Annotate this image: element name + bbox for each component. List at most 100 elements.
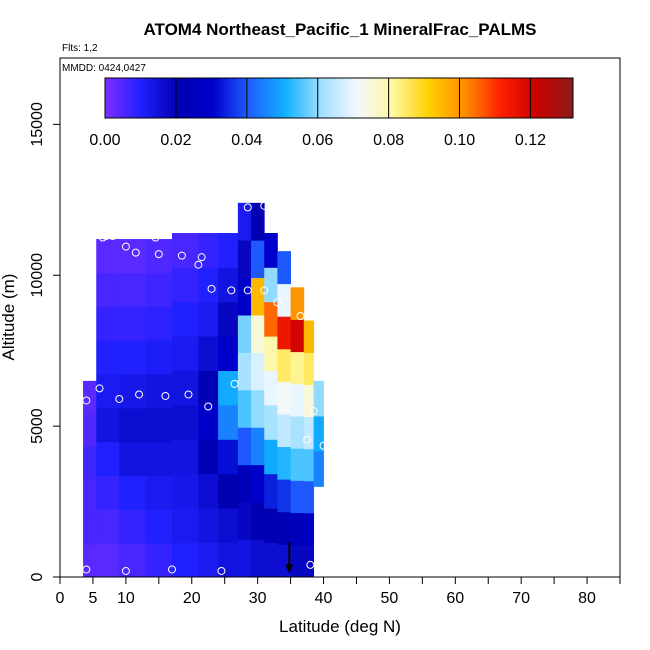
heatmap-cell	[290, 480, 305, 514]
heatmap-cell	[303, 448, 315, 482]
heatmap-cell	[198, 439, 219, 475]
sample-point	[108, 232, 117, 241]
heatmap-cell	[96, 239, 120, 274]
colorbar-ticks: 0.00 0.02 0.04 0.06 0.08 0.10 0.12	[89, 78, 546, 149]
y-tick-label: 10000	[29, 253, 46, 298]
heatmap-cell	[145, 408, 173, 443]
sample-point	[95, 384, 104, 393]
heatmap-cell	[218, 370, 239, 406]
sample-point	[303, 435, 312, 444]
heatmap-cell	[264, 439, 278, 475]
heatmap-cell	[264, 267, 278, 303]
heatmap-cell	[303, 384, 315, 418]
heatmap-cell	[237, 389, 252, 428]
heatmap-cell	[172, 473, 199, 509]
heatmap-cell	[237, 464, 252, 503]
y-tick-label: 15000	[29, 102, 46, 147]
sample-point	[243, 203, 252, 212]
sample-point	[273, 298, 282, 307]
sample-point	[151, 233, 160, 242]
heatmap-cell	[264, 233, 278, 268]
heatmap-cell	[251, 427, 265, 466]
heatmap-cell	[119, 306, 147, 341]
heatmap-cell	[83, 413, 97, 447]
colorbar-tick-label: 0.10	[444, 132, 475, 149]
heatmap-cell	[198, 370, 219, 406]
heatmap-cell	[145, 475, 173, 510]
heatmap-cell	[237, 277, 252, 316]
x-axis-label: Latitude (deg N)	[279, 617, 401, 636]
heatmap-cell	[277, 283, 291, 317]
heatmap-cell	[83, 511, 97, 545]
colorbar-tick-label: 0.12	[515, 132, 546, 149]
heatmap-cell	[83, 446, 97, 480]
heatmap-cell	[237, 240, 252, 279]
heatmap-cell	[198, 301, 219, 337]
chart-title: ATOM4 Northeast_Pacific_1 MineralFrac_PA…	[143, 20, 536, 39]
x-tick-label: 5	[88, 590, 97, 607]
heatmap-cell	[251, 352, 265, 391]
heatmap-cell	[237, 502, 252, 540]
heatmap-cell	[96, 441, 120, 477]
sample-point	[168, 565, 176, 574]
heatmap-cell	[277, 251, 291, 285]
heatmap-cell	[264, 473, 278, 509]
sample-point	[230, 379, 239, 388]
heatmap-cell	[218, 405, 239, 440]
heatmap-cell	[237, 352, 252, 391]
sample-point	[82, 396, 91, 405]
sample-point	[121, 566, 130, 575]
sample-point	[309, 407, 318, 416]
heatmap-cell	[218, 439, 239, 475]
heatmap-cell	[119, 475, 147, 510]
heatmap-cell	[83, 478, 97, 513]
flights-note: Flts: 1,2	[62, 43, 98, 54]
heatmap-cell	[145, 340, 173, 375]
heatmap-cell	[237, 427, 252, 466]
y-axis-label: Altitude (m)	[0, 274, 18, 361]
heatmap-cell	[290, 416, 305, 449]
heatmap-cell	[119, 509, 147, 544]
heatmap-cell	[145, 543, 173, 577]
sample-point	[131, 248, 140, 257]
heatmap-field	[83, 202, 324, 577]
heatmap-cell	[237, 539, 252, 577]
heatmap-cell	[313, 451, 324, 487]
heatmap-cell	[83, 380, 97, 414]
date-note: MMDD: 0424,0427	[62, 63, 146, 74]
heatmap-cell	[198, 542, 219, 577]
heatmap-cell	[218, 336, 239, 372]
heatmap-cell	[172, 301, 199, 337]
heatmap-cell	[237, 315, 252, 353]
sample-point	[319, 441, 328, 450]
heatmap-cell	[172, 336, 199, 372]
heatmap-cell	[290, 512, 305, 546]
heatmap-cell	[303, 352, 315, 386]
x-axis: 0 5 10 20 30 40 50 60 70 80	[56, 577, 621, 607]
heatmap-cell	[145, 509, 173, 544]
heatmap-cell	[277, 414, 291, 448]
heatmap-cell	[218, 542, 239, 577]
sample-point	[115, 394, 124, 403]
sample-point	[154, 250, 163, 259]
sample-point	[260, 201, 269, 210]
heatmap-cell	[251, 277, 265, 316]
heatmap-cell	[172, 542, 199, 577]
heatmap-cell	[119, 239, 147, 274]
heatmap-cell	[218, 508, 239, 544]
heatmap-cell	[198, 267, 219, 303]
heatmap-cell	[277, 381, 291, 415]
heatmap-cell	[119, 340, 147, 375]
sample-point	[135, 390, 144, 399]
heatmap-cell	[264, 542, 278, 577]
x-tick-label: 10	[117, 590, 135, 607]
sample-points	[82, 201, 328, 575]
heatmap-cell	[83, 544, 97, 577]
colorbar-tick-label: 0.02	[160, 132, 191, 149]
sample-point	[217, 566, 226, 575]
heatmap-cell	[264, 405, 278, 440]
heatmap-cell	[277, 316, 291, 350]
heatmap-cell	[172, 267, 199, 303]
heatmap-cell	[198, 473, 219, 509]
